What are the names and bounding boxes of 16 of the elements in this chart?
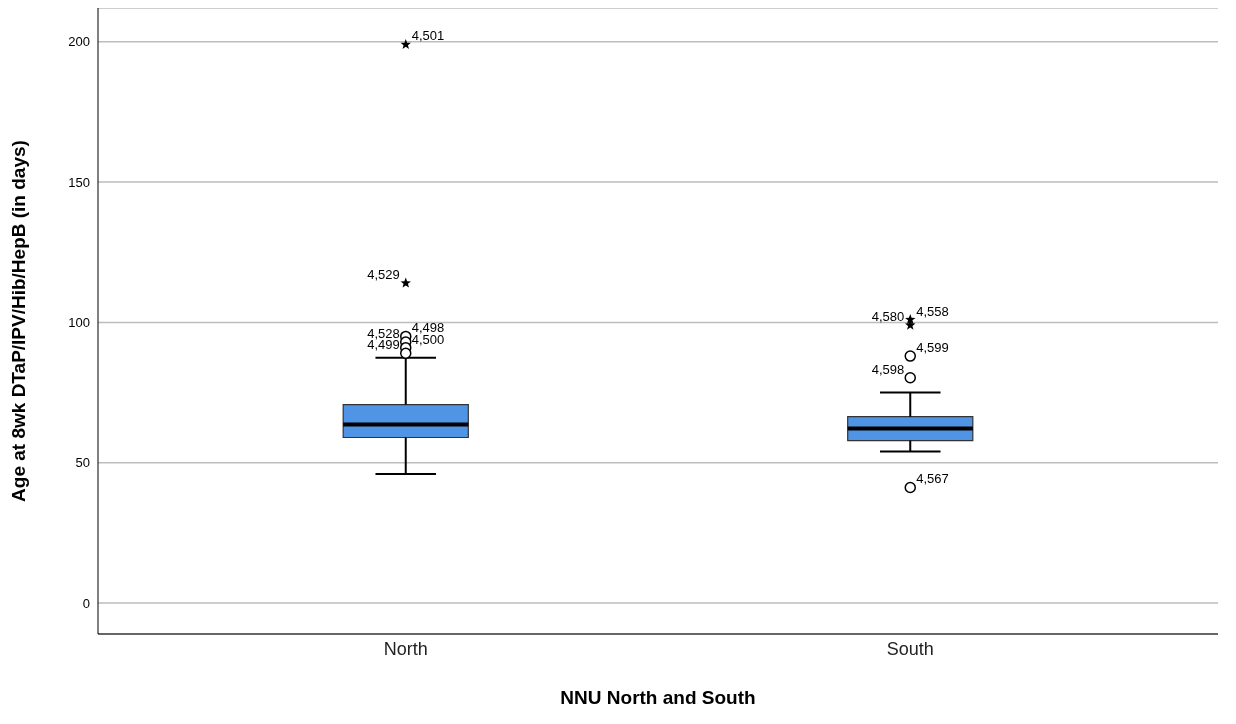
y-tick-label: 50 — [75, 455, 90, 471]
annotation: 4,599 — [916, 340, 949, 356]
y-tick-label: 200 — [68, 34, 90, 50]
annotation: 4,598 — [871, 361, 905, 377]
annotation: 4,529 — [367, 267, 400, 283]
annotation: 4,580 — [871, 309, 905, 325]
annotation: 4,558 — [916, 303, 949, 319]
y-axis-title: Age at 8wk DTaP/IPV/Hib/HepB (in days) — [7, 140, 29, 502]
x-tick-label: North — [383, 638, 428, 659]
x-tick-label: South — [886, 638, 934, 659]
annotation: 4,567 — [916, 471, 949, 487]
annotation: 4,501 — [411, 28, 445, 44]
y-tick-label: 100 — [68, 315, 90, 331]
y-tick-label: 0 — [82, 595, 90, 611]
x-axis-title: NNU North and South — [560, 687, 756, 708]
y-tick-label: 150 — [68, 174, 90, 190]
